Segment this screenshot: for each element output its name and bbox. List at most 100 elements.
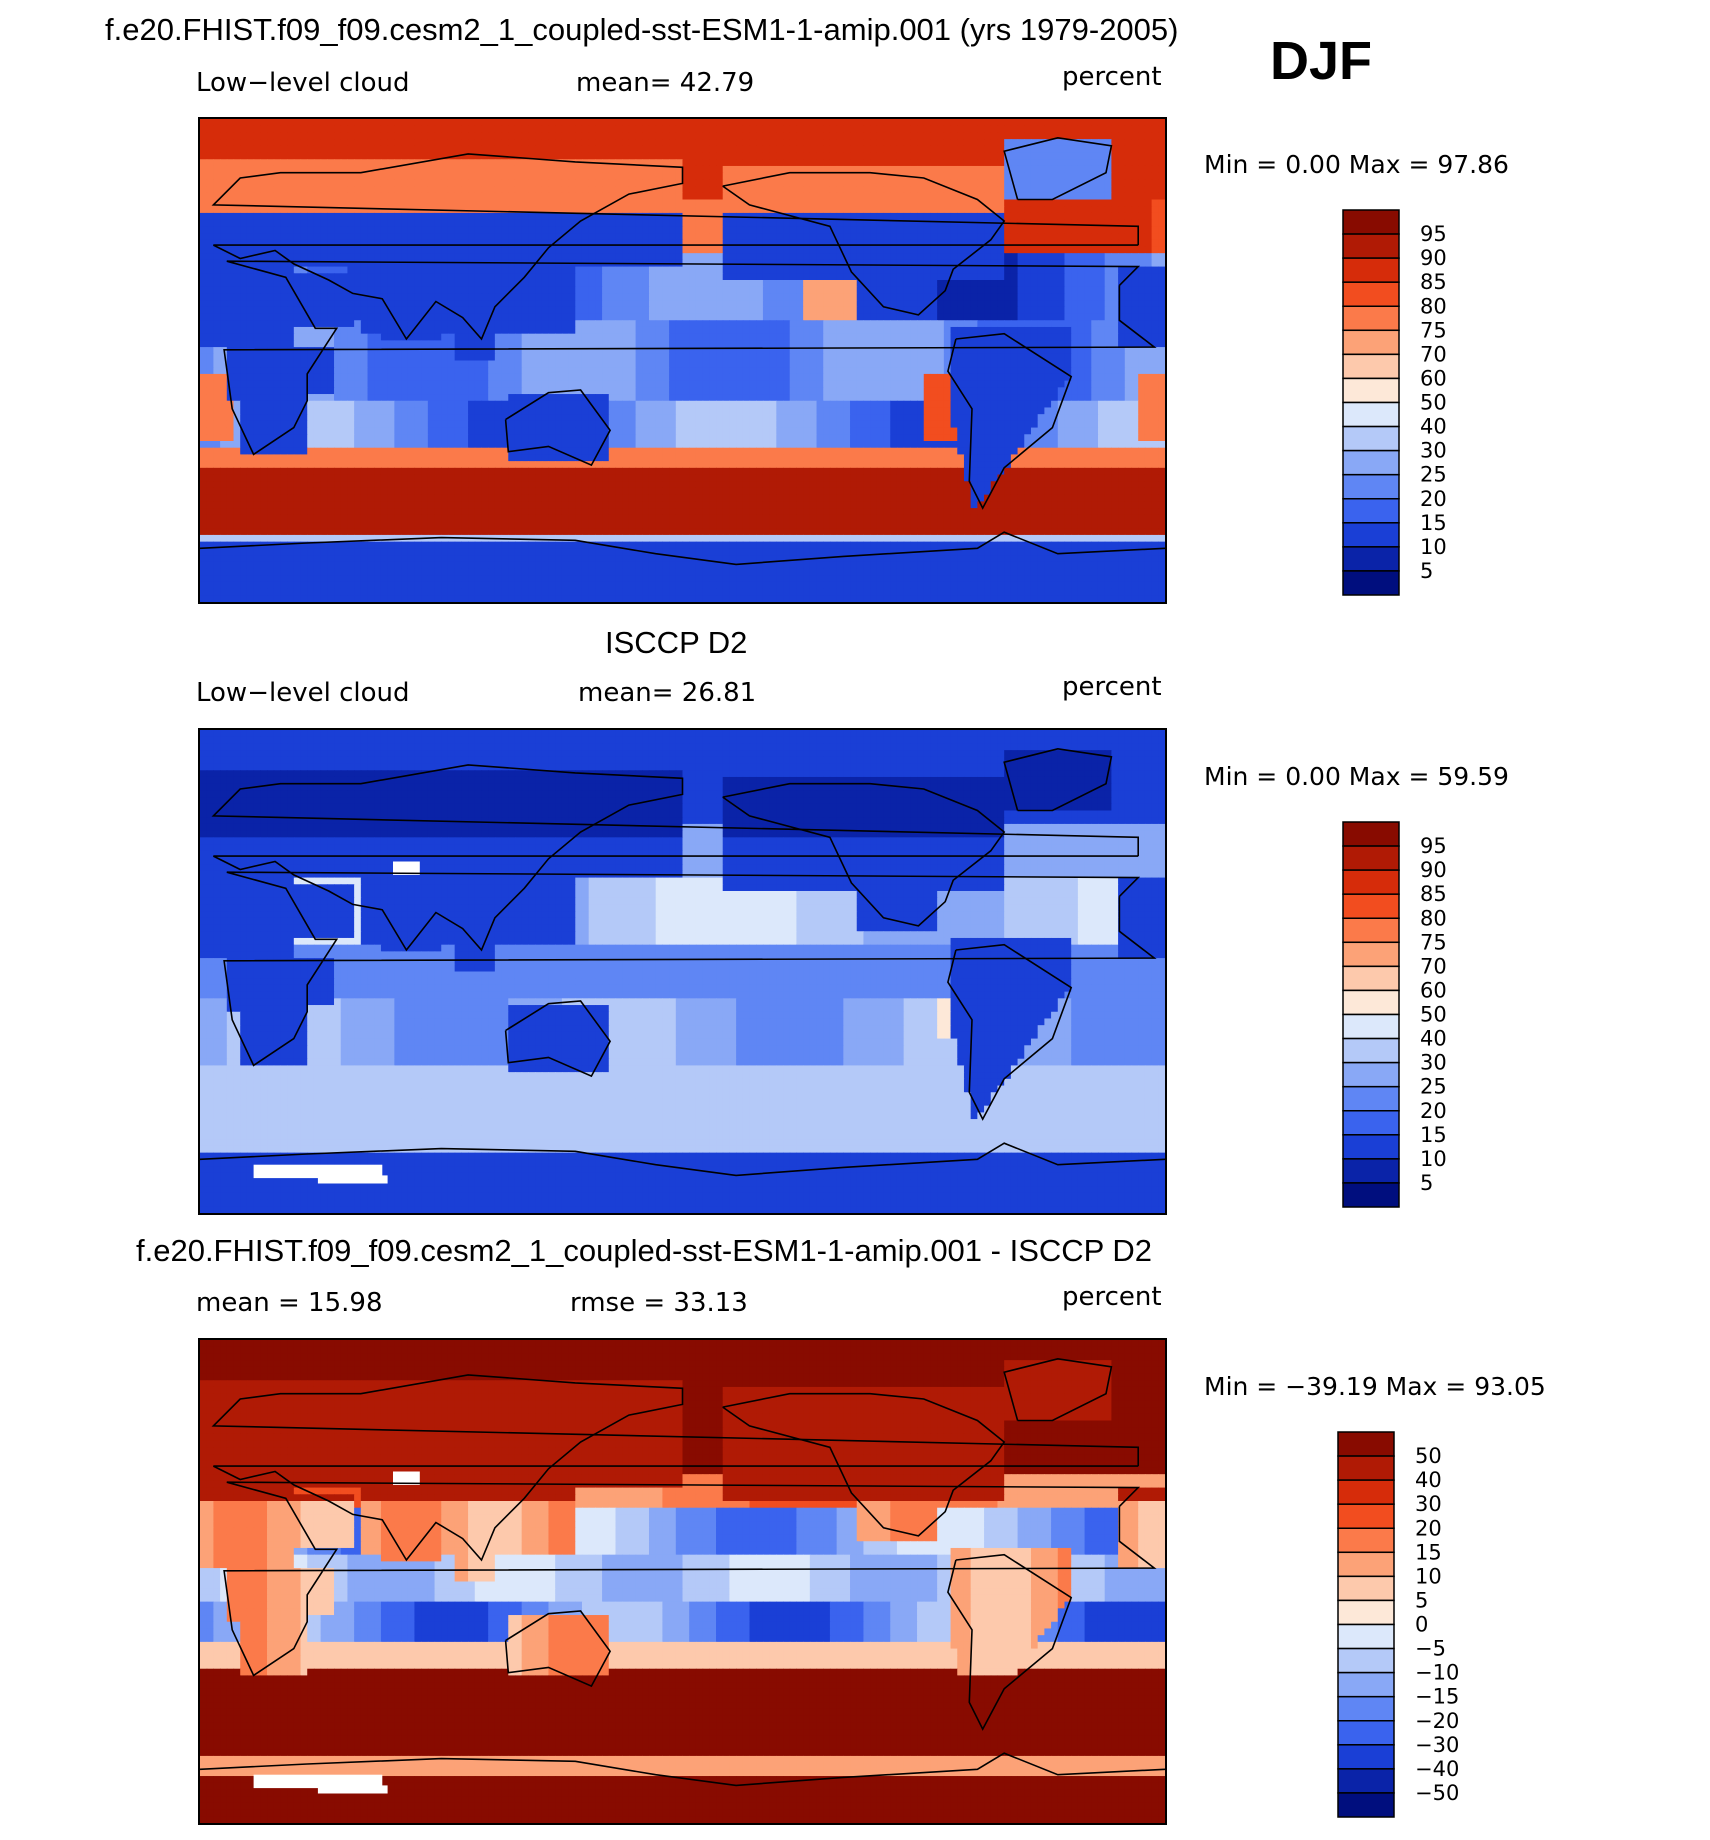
map-cell: [468, 286, 476, 295]
map-cell: [762, 165, 771, 174]
map-cell: [695, 119, 704, 127]
map-cell: [1118, 333, 1126, 341]
map-cell: [1118, 186, 1126, 194]
map-cell: [1138, 152, 1146, 160]
map-cell: [896, 199, 905, 207]
map-cell: [917, 239, 925, 248]
map-cell: [903, 139, 911, 147]
map-cell: [622, 152, 630, 160]
map-cell: [320, 266, 328, 274]
map-cell: [246, 199, 255, 207]
map-cell: [1097, 165, 1106, 174]
map-cell: [447, 145, 456, 154]
map-cell: [387, 313, 395, 321]
map-cell: [280, 119, 288, 127]
map-cell: [1057, 286, 1066, 295]
map-cell: [340, 119, 349, 127]
map-cell: [200, 347, 208, 355]
map-cell: [206, 239, 214, 248]
map-cell: [200, 333, 208, 341]
map-cell: [595, 239, 603, 248]
map-cell: [970, 280, 978, 288]
map-cell: [823, 226, 831, 234]
map-cell: [896, 286, 905, 295]
map-cell: [662, 253, 670, 261]
map-cell: [997, 306, 1005, 315]
map-cell: [1131, 125, 1139, 134]
map-cell: [380, 152, 389, 160]
map-cell: [970, 152, 978, 160]
map-cell: [836, 313, 844, 321]
map-cell: [1010, 246, 1019, 254]
map-cell: [474, 192, 483, 201]
map-cell: [240, 266, 248, 274]
map-cell: [521, 239, 529, 248]
map-cell: [850, 172, 858, 180]
map-cell: [903, 179, 911, 187]
map-cell: [937, 313, 945, 321]
map-cell: [829, 333, 838, 341]
map-cell: [374, 212, 382, 221]
map-cell: [327, 139, 335, 147]
map-cell: [213, 179, 221, 187]
map-cell: [334, 172, 342, 180]
map-cell: [870, 226, 878, 234]
map-cell: [441, 199, 449, 207]
map-cell: [474, 293, 483, 301]
map-cell: [528, 266, 536, 274]
map-cell: [568, 145, 576, 154]
map-cell: [555, 212, 563, 221]
map-cell: [1118, 192, 1126, 201]
map-cell: [394, 286, 402, 295]
map-cell: [823, 266, 831, 274]
map-cell: [796, 179, 804, 187]
map-cell: [380, 253, 389, 261]
map-cell: [267, 253, 275, 261]
map-cell: [260, 326, 268, 335]
map-cell: [669, 206, 677, 214]
map-cell: [414, 179, 422, 187]
map-cell: [253, 219, 261, 227]
map-cell: [823, 293, 831, 301]
map-cell: [1118, 253, 1126, 261]
map-cell: [561, 165, 570, 174]
map-cell: [642, 152, 650, 160]
map-cell: [273, 172, 282, 180]
map-cell: [595, 233, 603, 241]
map-cell: [930, 159, 938, 167]
map-cell: [970, 206, 978, 214]
map-cell: [957, 132, 965, 140]
map-cell: [374, 192, 382, 201]
map-cell: [803, 259, 811, 268]
map-cell: [930, 313, 938, 321]
map-cell: [1030, 165, 1039, 174]
map-cell: [1097, 172, 1106, 180]
map-cell: [890, 306, 898, 315]
map-cell: [856, 300, 865, 308]
map-cell: [662, 212, 670, 221]
map-cell: [1017, 306, 1025, 315]
map-cell: [890, 246, 898, 254]
map-cell: [796, 212, 804, 221]
map-cell: [622, 340, 630, 348]
map-cell: [1017, 186, 1025, 194]
map-cell: [863, 266, 871, 274]
map-cell: [930, 139, 938, 147]
map-cell: [394, 233, 402, 241]
map-cell: [1051, 226, 1059, 234]
map-cell: [675, 326, 684, 335]
map-cell: [521, 246, 529, 254]
map-cell: [240, 139, 248, 147]
map-cell: [1024, 313, 1032, 321]
map-cell: [454, 300, 462, 308]
map-cell: [481, 152, 489, 160]
map-cell: [367, 246, 375, 254]
map-cell: [1158, 286, 1165, 295]
map-cell: [662, 145, 670, 154]
map-cell: [1064, 293, 1072, 301]
map-cell: [213, 246, 221, 254]
map-cell: [910, 186, 918, 194]
map-cell: [628, 206, 637, 214]
map-cell: [870, 206, 878, 214]
map-cell: [642, 165, 650, 174]
